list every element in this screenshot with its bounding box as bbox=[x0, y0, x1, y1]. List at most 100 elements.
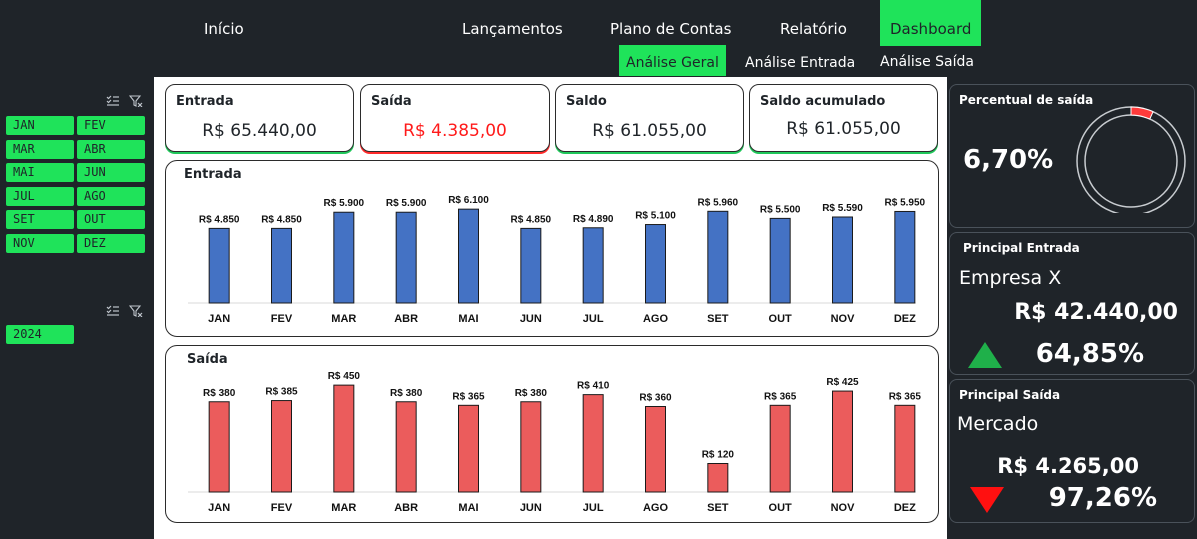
kpi-label: Saldo acumulado bbox=[760, 94, 886, 109]
clear-filter-icon[interactable] bbox=[129, 305, 143, 317]
principal-saida-panel: Principal Saída Mercado R$ 4.265,00 97,2… bbox=[949, 379, 1195, 523]
tick-label: MAI bbox=[458, 502, 478, 514]
kpi-label: Saída bbox=[371, 94, 412, 109]
data-label: R$ 4.850 bbox=[511, 214, 552, 225]
nav-lancamentos[interactable]: Lançamentos bbox=[462, 20, 563, 38]
tick-label: OUT bbox=[769, 502, 793, 514]
tick-label: NOV bbox=[831, 313, 856, 325]
tab-analise-saida[interactable]: Análise Saída bbox=[880, 54, 974, 70]
tick-label: MAR bbox=[331, 502, 356, 514]
bar-out bbox=[769, 404, 791, 493]
data-label: R$ 5.950 bbox=[885, 197, 926, 208]
bar-jun bbox=[520, 227, 542, 304]
kpi-label: Saldo bbox=[566, 94, 607, 109]
nav-dashboard[interactable]: Dashboard bbox=[880, 0, 982, 46]
data-label: R$ 5.900 bbox=[324, 198, 365, 209]
tick-label: AGO bbox=[643, 313, 669, 325]
bar-jan bbox=[208, 401, 230, 493]
tick-label: JUN bbox=[520, 502, 542, 514]
bar-fev bbox=[271, 400, 292, 493]
tick-label: MAR bbox=[331, 313, 356, 325]
data-label: R$ 365 bbox=[889, 391, 922, 402]
data-label: R$ 5.900 bbox=[386, 198, 427, 209]
chart-title: Saída bbox=[187, 352, 228, 367]
bar-set bbox=[707, 463, 729, 493]
kpi-saldo: Saldo R$ 61.055,00 bbox=[555, 84, 744, 152]
bar-jul bbox=[582, 394, 604, 493]
multi-select-icon[interactable] bbox=[106, 95, 120, 107]
data-label: R$ 5.100 bbox=[635, 211, 676, 222]
month-mai[interactable]: MAI bbox=[6, 163, 74, 182]
month-jan[interactable]: JAN bbox=[6, 116, 74, 135]
data-label: R$ 4.850 bbox=[199, 214, 240, 225]
kpi-label: Entrada bbox=[176, 94, 234, 109]
clear-filter-icon[interactable] bbox=[129, 95, 143, 107]
bar-mai bbox=[458, 208, 479, 304]
month-abr[interactable]: ABR bbox=[77, 140, 145, 159]
tick-label: DEZ bbox=[894, 502, 916, 514]
bar-nov bbox=[832, 390, 853, 493]
month-nov[interactable]: NOV bbox=[6, 234, 74, 253]
data-label: R$ 380 bbox=[390, 388, 423, 399]
nav-relatorio[interactable]: Relatório bbox=[780, 20, 847, 38]
month-out[interactable]: OUT bbox=[77, 210, 145, 229]
bar-ago bbox=[645, 224, 666, 304]
data-label: R$ 410 bbox=[577, 381, 610, 392]
month-ago[interactable]: AGO bbox=[77, 187, 145, 206]
data-label: R$ 4.890 bbox=[573, 214, 614, 225]
bar-ago bbox=[645, 406, 666, 493]
tick-label: FEV bbox=[271, 313, 293, 325]
percentual-donut bbox=[1076, 106, 1186, 213]
data-label: R$ 450 bbox=[328, 371, 361, 382]
bar-abr bbox=[395, 211, 417, 304]
kpi-saldo-acumulado: Saldo acumulado R$ 61.055,00 bbox=[749, 84, 938, 152]
month-set[interactable]: SET bbox=[6, 210, 74, 229]
nav-inicio[interactable]: Início bbox=[204, 20, 244, 38]
kpi-value: R$ 61.055,00 bbox=[786, 119, 901, 139]
data-label: R$ 380 bbox=[203, 388, 236, 399]
data-label: R$ 6.100 bbox=[448, 195, 489, 206]
bar-abr bbox=[395, 401, 417, 493]
entrada-chart: Entrada R$ 4.850 JAN R$ 4.850 FEV R$ 5.900 MA… bbox=[165, 160, 939, 337]
month-fev[interactable]: FEV bbox=[77, 116, 145, 135]
data-label: R$ 380 bbox=[515, 388, 548, 399]
kpi-saida: Saída R$ 4.385,00 bbox=[360, 84, 550, 152]
month-dez[interactable]: DEZ bbox=[77, 234, 145, 253]
kpi-value: R$ 4.385,00 bbox=[403, 121, 507, 141]
principal-entrada-value: R$ 42.440,00 bbox=[1014, 300, 1178, 325]
month-mar[interactable]: MAR bbox=[6, 140, 74, 159]
principal-entrada-percent: 64,85% bbox=[1035, 339, 1144, 369]
tab-analise-geral[interactable]: Análise Geral bbox=[619, 45, 726, 76]
bar-jun bbox=[520, 401, 542, 493]
multi-select-icon[interactable] bbox=[106, 305, 120, 317]
bar-dez bbox=[894, 210, 916, 304]
bar-jan bbox=[208, 227, 230, 304]
principal-entrada-name: Empresa X bbox=[959, 267, 1062, 289]
principal-saida-name: Mercado bbox=[957, 413, 1039, 435]
nav-plano-de-contas[interactable]: Plano de Contas bbox=[610, 20, 732, 38]
tick-label: FEV bbox=[271, 502, 293, 514]
bar-out bbox=[769, 217, 791, 304]
kpi-entrada: Entrada R$ 65.440,00 bbox=[165, 84, 354, 152]
tick-label: ABR bbox=[394, 313, 418, 325]
bar-jul bbox=[582, 227, 604, 304]
tick-label: OUT bbox=[769, 313, 793, 325]
principal-saida-percent: 97,26% bbox=[1048, 483, 1157, 513]
principal-entrada-panel: Principal Entrada Empresa X R$ 42.440,00… bbox=[949, 232, 1195, 375]
month-jul[interactable]: JUL bbox=[6, 187, 74, 206]
donut-slice bbox=[1130, 106, 1154, 120]
entrada-chart-svg: R$ 4.850 JAN R$ 4.850 FEV R$ 5.900 MAR R$ 5.90… bbox=[188, 195, 926, 325]
month-jun[interactable]: JUN bbox=[77, 163, 145, 182]
data-label: R$ 365 bbox=[764, 391, 797, 402]
tick-label: JAN bbox=[208, 313, 230, 325]
tick-label: SET bbox=[707, 313, 729, 325]
percentual-saida-panel: Percentual de saída 6,70% bbox=[949, 84, 1195, 228]
bar-dez bbox=[894, 404, 916, 493]
tick-label: SET bbox=[707, 502, 729, 514]
tab-analise-entrada[interactable]: Análise Entrada bbox=[745, 55, 856, 71]
data-label: R$ 5.590 bbox=[822, 203, 863, 214]
year-2024[interactable]: 2024 bbox=[6, 325, 74, 344]
panel-title: Principal Entrada bbox=[963, 241, 1080, 255]
data-label: R$ 425 bbox=[826, 377, 859, 388]
tick-label: JAN bbox=[208, 502, 230, 514]
